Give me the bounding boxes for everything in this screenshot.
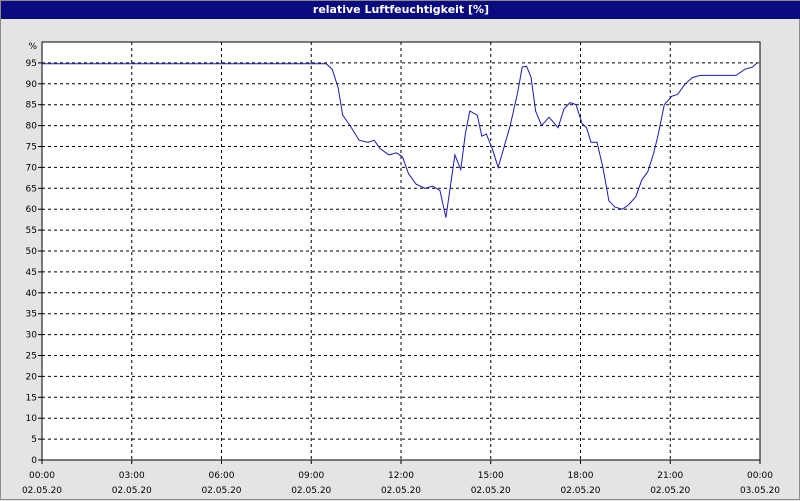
x-tick-time-label: 12:00 — [388, 471, 414, 481]
y-tick-label: 50 — [26, 247, 38, 257]
x-tick-time-label: 06:00 — [209, 471, 235, 481]
y-tick-label: 0 — [31, 456, 37, 466]
x-axis-ticks: 00:00 02.05.20 03:00 02.05.20 06:00 02.05.20 0… — [22, 460, 780, 496]
y-tick-label: 30 — [26, 331, 38, 341]
y-tick-label: 80 — [26, 122, 38, 132]
y-tick-label: 40 — [26, 289, 38, 299]
x-tick-time-label: 09:00 — [298, 471, 324, 481]
y-tick-label: 75 — [26, 143, 37, 153]
x-tick-date-label: 03.05.20 — [740, 486, 780, 496]
y-tick-label: 5 — [31, 435, 37, 445]
x-tick-date-label: 02.05.20 — [291, 486, 331, 496]
y-tick-label: 15 — [26, 393, 37, 403]
y-tick-label: 45 — [26, 268, 37, 278]
y-tick-label: 70 — [26, 163, 38, 173]
x-tick-time-label: 21:00 — [657, 471, 683, 481]
x-tick-time-label: 03:00 — [119, 471, 145, 481]
humidity-series-line — [42, 62, 758, 218]
y-tick-label: 20 — [26, 372, 38, 382]
x-tick-date-label: 02.05.20 — [650, 486, 690, 496]
y-tick-label: 10 — [26, 414, 38, 424]
y-tick-label: 35 — [26, 310, 37, 320]
y-tick-label: 60 — [26, 205, 38, 215]
y-tick-label: 55 — [26, 226, 37, 236]
x-tick-time-label: 18:00 — [568, 471, 594, 481]
x-tick-time-label: 00:00 — [747, 471, 773, 481]
x-tick-date-label: 02.05.20 — [381, 486, 421, 496]
y-axis-ticks: 0 5 10 15 20 25 30 35 40 45 50 55 60 65 70 75 80 85 90 95 — [26, 59, 42, 466]
x-tick-date-label: 02.05.20 — [201, 486, 241, 496]
x-tick-date-label: 02.05.20 — [112, 486, 152, 496]
grid-lines — [42, 42, 760, 460]
y-tick-label: 25 — [26, 352, 37, 362]
x-tick-date-label: 02.05.20 — [471, 486, 511, 496]
y-tick-label: 95 — [26, 59, 37, 69]
x-tick-date-label: 02.05.20 — [560, 486, 600, 496]
chart-title: relative Luftfeuchtigkeit [%] — [1, 1, 800, 19]
x-tick-date-label: 02.05.20 — [22, 486, 62, 496]
y-axis-unit-label: % — [28, 42, 37, 52]
x-tick-time-label: 15:00 — [478, 471, 504, 481]
y-tick-label: 65 — [26, 184, 37, 194]
y-tick-label: 90 — [26, 80, 38, 90]
y-tick-label: 85 — [26, 101, 37, 111]
x-tick-time-label: 00:00 — [29, 471, 55, 481]
